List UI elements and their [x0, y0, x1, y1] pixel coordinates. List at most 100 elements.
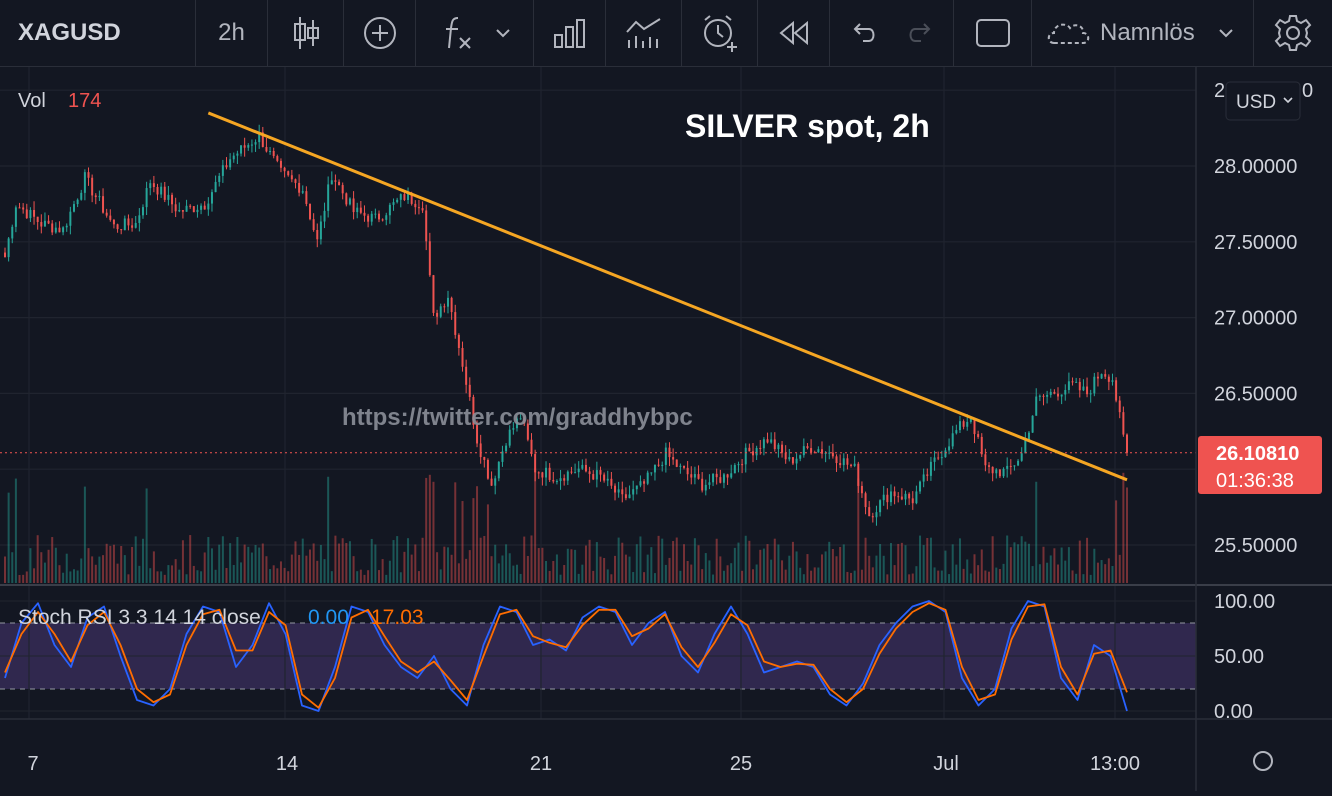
- candle-body: [446, 297, 449, 307]
- volume-bar: [385, 574, 388, 583]
- candle-body: [301, 191, 304, 193]
- candle-body: [697, 474, 700, 479]
- chart-style-button[interactable]: [534, 0, 606, 66]
- candle-body: [356, 207, 359, 213]
- volume-bar: [697, 545, 700, 583]
- volume-bar: [737, 542, 740, 583]
- candle-body: [526, 423, 529, 440]
- volume-bar: [51, 537, 54, 583]
- volume-bar: [1038, 564, 1041, 583]
- settings-button[interactable]: [1254, 0, 1332, 66]
- replay-button[interactable]: [758, 0, 830, 66]
- candle-body: [160, 186, 163, 195]
- volume-bar: [127, 574, 130, 583]
- candle-body: [1027, 432, 1030, 440]
- candle-body: [810, 448, 813, 453]
- volume-bar: [566, 548, 569, 583]
- volume-bar: [1104, 564, 1107, 583]
- candle-body: [305, 191, 308, 204]
- watermark-url: https://twitter.com/graddhybpc: [342, 404, 693, 431]
- candle-body: [232, 155, 235, 160]
- volume-bar: [421, 537, 424, 583]
- volume-bar: [893, 565, 896, 583]
- compare-button[interactable]: [606, 0, 682, 66]
- candle-body: [218, 175, 221, 182]
- volume-bar: [461, 501, 464, 583]
- fullscreen-button[interactable]: [954, 0, 1032, 66]
- volume-bar: [152, 551, 155, 583]
- chart-type-button[interactable]: [268, 0, 344, 66]
- candle-body: [686, 467, 689, 475]
- volume-bar: [1093, 548, 1096, 583]
- volume-bar: [690, 564, 693, 583]
- chart-annotation[interactable]: SILVER spot, 2h: [685, 108, 930, 144]
- candle-body: [712, 473, 715, 483]
- candle-body: [759, 447, 762, 449]
- volume-bar: [116, 563, 119, 583]
- candle-body: [831, 452, 834, 457]
- candle-body: [799, 455, 802, 459]
- chart-area[interactable]: 28.00000 27.50000 27.00000 26.50000 25.50000…: [0, 67, 1332, 791]
- volume-bar: [628, 556, 631, 583]
- candle-body: [744, 447, 747, 465]
- settings-icon: [1274, 15, 1312, 51]
- volume-bar: [860, 569, 863, 583]
- volume-bar: [657, 535, 660, 583]
- redo-icon[interactable]: [905, 21, 935, 45]
- volume-bar: [795, 551, 798, 583]
- candle-body: [690, 474, 693, 478]
- volume-bar: [744, 535, 747, 583]
- candle-body: [33, 209, 36, 217]
- candle-body: [948, 446, 951, 451]
- chart-svg[interactable]: 28.00000 27.50000 27.00000 26.50000 25.50000…: [0, 67, 1332, 791]
- volume-bar: [617, 537, 620, 583]
- candle-body: [599, 470, 602, 475]
- trendline-layer[interactable]: [207, 111, 1128, 482]
- volume-bar: [969, 573, 972, 583]
- volume-bar: [486, 504, 489, 583]
- currency-label: USD: [1236, 92, 1276, 113]
- candle-body: [1082, 386, 1085, 391]
- volume-bar: [352, 556, 355, 583]
- candle-body: [497, 461, 500, 479]
- candle-body: [915, 491, 918, 504]
- candle-body: [167, 194, 170, 200]
- candle-body: [610, 478, 613, 486]
- volume-bar: [196, 570, 199, 583]
- add-indicator-button[interactable]: [344, 0, 416, 66]
- candle-body: [276, 156, 279, 161]
- alert-button[interactable]: [682, 0, 758, 66]
- indicators-button[interactable]: [416, 0, 534, 66]
- candle-body: [940, 457, 943, 459]
- candle-body: [1013, 465, 1016, 467]
- volume-bar: [984, 570, 987, 583]
- volume-bar: [741, 570, 744, 583]
- symbol-search-button[interactable]: XAGUSD: [0, 0, 196, 66]
- currency-button[interactable]: USD: [1225, 81, 1301, 121]
- volume-bar: [530, 535, 533, 583]
- candle-body: [465, 366, 468, 385]
- stoch-tick-label: 0.00: [1214, 701, 1253, 723]
- candle-body: [243, 145, 246, 148]
- settings-gear-bottom[interactable]: [1253, 751, 1273, 771]
- candle-body: [781, 444, 784, 453]
- candle-body: [1096, 376, 1099, 379]
- volume-bar: [526, 555, 529, 583]
- volume-bar: [1126, 487, 1128, 583]
- candle-body: [773, 439, 776, 450]
- candle-body: [316, 229, 319, 240]
- layout-button[interactable]: Namnlös: [1032, 0, 1254, 66]
- volume-bar: [1100, 560, 1103, 583]
- candle-body: [817, 449, 820, 453]
- candle-body: [897, 496, 900, 498]
- candle-body: [258, 132, 261, 143]
- volume-bar: [439, 569, 442, 583]
- volume-bar: [69, 571, 72, 583]
- interval-button[interactable]: 2h: [196, 0, 268, 66]
- candle-body: [951, 433, 954, 447]
- candle-body: [399, 194, 402, 200]
- volume-bar: [476, 486, 479, 583]
- add-indicator-icon: [363, 17, 396, 49]
- undo-icon[interactable]: [849, 21, 879, 45]
- candle-body: [185, 205, 188, 212]
